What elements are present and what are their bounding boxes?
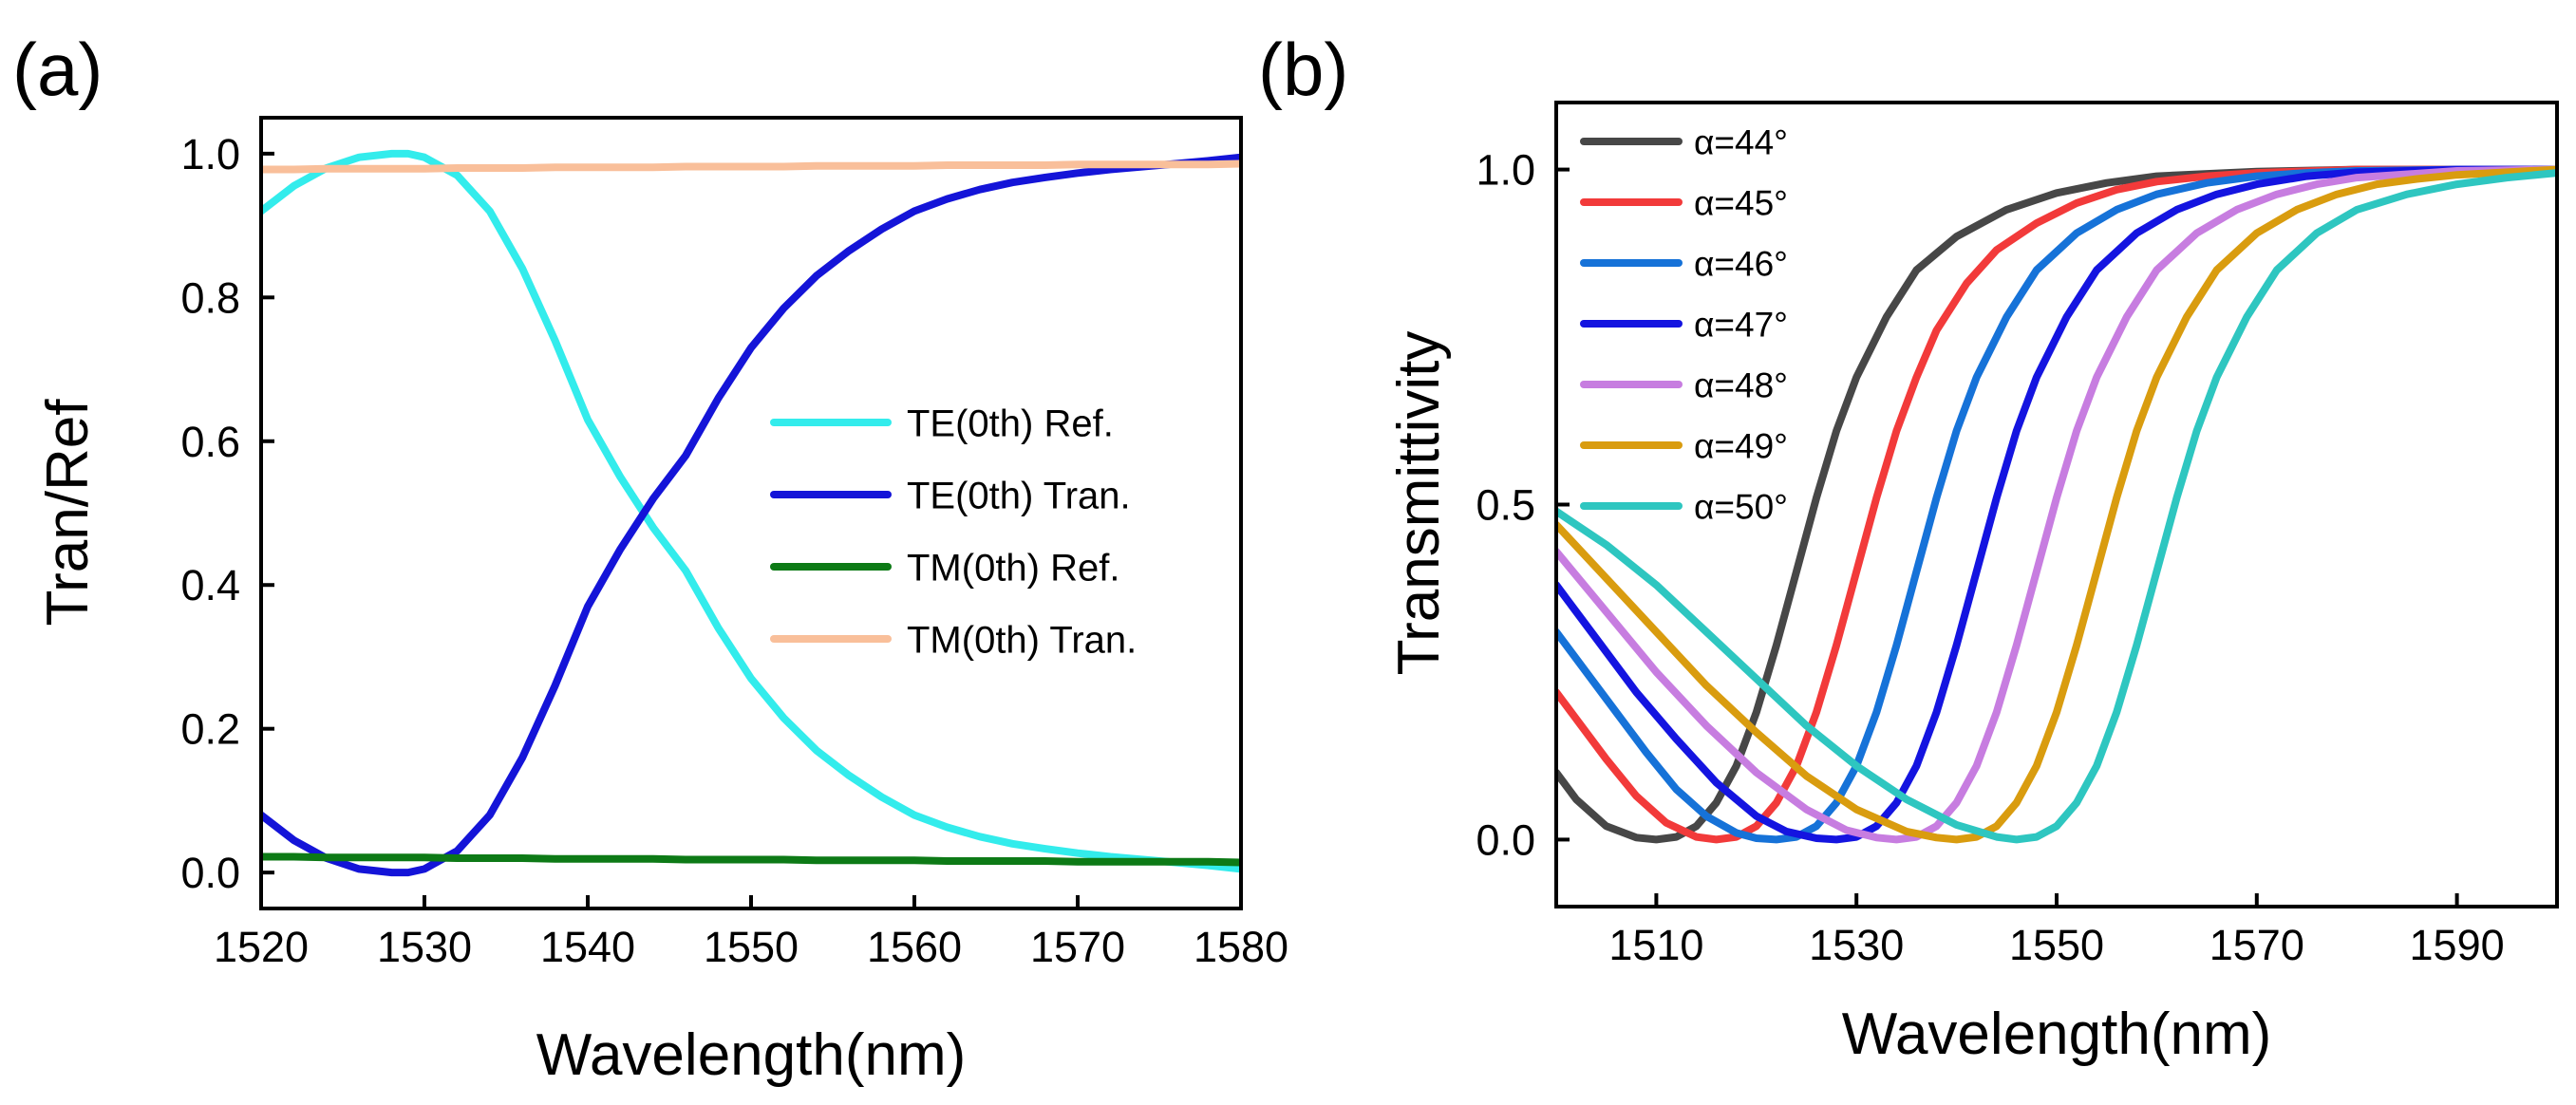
y-tick-label: 0.2 [180, 705, 240, 754]
series-line-0 [1556, 165, 2557, 844]
y-tick-label: 0.6 [180, 418, 240, 466]
series-line-2 [1556, 165, 2557, 844]
legend: α=44° α=45° α=46° α=47° α=48° α=49° α=50° [1580, 122, 1788, 526]
series-line-3 [261, 159, 1241, 174]
series-line-3 [1556, 165, 2557, 844]
x-axis-label: Wavelength(nm) [536, 1022, 967, 1088]
series-line-6 [1556, 169, 2557, 844]
y-axis-label: Tran/Ref [35, 399, 101, 627]
series-line-5 [1556, 165, 2557, 844]
legend-label-1: α=45° [1694, 183, 1788, 222]
series-group [1556, 165, 2557, 844]
panel-letter: (a) [12, 28, 103, 111]
legend-label-2: α=46° [1694, 244, 1788, 283]
x-tick-label: 1520 [214, 923, 309, 971]
x-axis-label: Wavelength(nm) [1842, 1002, 2272, 1067]
legend-label-1: TE(0th) Tran. [907, 475, 1131, 516]
x-tick-label: 1580 [1194, 923, 1288, 971]
x-tick-label: 1550 [2009, 921, 2104, 969]
y-tick-label: 1.0 [1476, 146, 1535, 195]
series-line-2 [261, 852, 1241, 867]
legend-label-0: TE(0th) Ref. [907, 403, 1114, 444]
y-tick-label: 0.0 [1476, 815, 1535, 864]
y-tick-label: 0.5 [1476, 481, 1535, 530]
series-line-1 [1556, 165, 2557, 844]
y-tick-label: 0.4 [180, 561, 240, 609]
x-tick-label: 1560 [867, 923, 962, 971]
x-tick-label: 1530 [1809, 921, 1904, 969]
legend-label-4: α=48° [1694, 365, 1788, 404]
y-tick-label: 0.0 [180, 849, 240, 897]
series-line-4 [1556, 165, 2557, 844]
panel-a: (a) 1520 1530 1540 1550 1560 1570 1580 0.0 0.2 0.4… [12, 28, 1288, 1088]
x-tick-label: 1510 [1608, 921, 1703, 969]
panel-b: (b) 1510 1530 1550 1570 1590 0.0 0.5 1.0 Waveleng… [1258, 28, 2559, 1067]
legend-label-5: α=49° [1694, 426, 1788, 465]
legend-label-3: α=47° [1694, 305, 1788, 344]
x-tick-label: 1570 [1030, 923, 1125, 971]
legend-label-0: α=44° [1694, 122, 1788, 161]
y-tick-label: 0.8 [180, 273, 240, 322]
series-group [261, 149, 1241, 877]
x-tick-label: 1570 [2209, 921, 2304, 969]
x-tick-label: 1530 [377, 923, 472, 971]
x-tick-label: 1590 [2410, 921, 2505, 969]
x-tick-label: 1550 [704, 923, 799, 971]
legend: TE(0th) Ref. TE(0th) Tran. TM(0th) Ref. TM(… [770, 403, 1137, 661]
series-line-1 [261, 153, 1241, 877]
panel-letter: (b) [1258, 28, 1348, 111]
y-tick-label: 1.0 [180, 130, 240, 178]
x-tick-label: 1540 [540, 923, 635, 971]
y-axis-label: Transmittivity [1386, 331, 1452, 676]
legend-label-6: α=50° [1694, 487, 1788, 526]
legend-label-3: TM(0th) Tran. [907, 619, 1137, 661]
series-line-0 [261, 149, 1241, 873]
legend-label-2: TM(0th) Ref. [907, 547, 1119, 589]
